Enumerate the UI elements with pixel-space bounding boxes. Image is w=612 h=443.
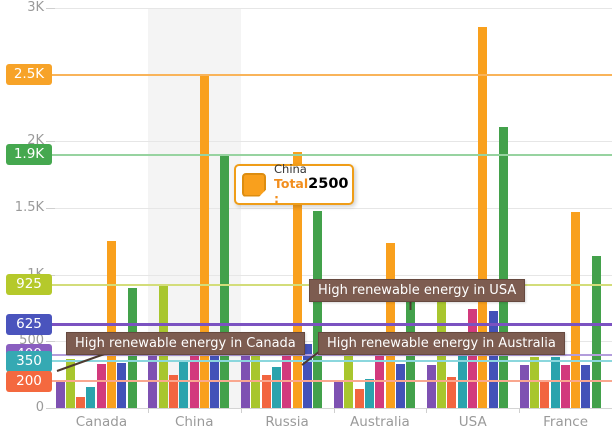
y-axis-label: 1.5K — [14, 200, 44, 215]
bar-canada-purple[interactable] — [55, 380, 65, 408]
bar-russia-orange-red[interactable] — [261, 374, 271, 408]
bar-usa-purple[interactable] — [426, 365, 436, 408]
bar-usa-orange[interactable] — [478, 26, 488, 408]
bar-australia-magenta[interactable] — [375, 349, 385, 408]
bar-australia-teal[interactable] — [364, 379, 374, 408]
bar-china-magenta[interactable] — [189, 345, 199, 408]
y-gridline — [55, 208, 612, 209]
bar-australia-yellow-green[interactable] — [344, 346, 354, 408]
bar-russia-magenta[interactable] — [282, 342, 292, 408]
bar-russia-green[interactable] — [313, 210, 323, 408]
bar-france-orange[interactable] — [571, 212, 581, 408]
y-gridline — [55, 141, 612, 143]
bar-china-green[interactable] — [220, 156, 230, 408]
y-axis-tick — [46, 408, 55, 409]
bar-russia-orange[interactable] — [292, 152, 302, 408]
bar-australia-purple[interactable] — [334, 380, 343, 408]
bar-france-yellow-green[interactable] — [529, 357, 539, 408]
bar-china-blue[interactable] — [210, 341, 220, 408]
x-label-australia: Australia — [350, 414, 410, 430]
x-label-usa: USA — [458, 414, 487, 430]
bar-france-purple[interactable] — [519, 365, 529, 408]
series-swatch-icon — [242, 172, 266, 197]
bar-china-teal[interactable] — [179, 360, 189, 408]
y-badge-350: 350 — [6, 350, 52, 372]
bar-canada-magenta[interactable] — [96, 364, 106, 408]
bar-canada-teal[interactable] — [86, 387, 96, 408]
reference-line-1.9K — [52, 153, 612, 156]
bar-russia-yellow-green[interactable] — [251, 350, 261, 408]
y-badge-200: 200 — [6, 370, 52, 392]
reference-line-625 — [52, 323, 612, 327]
annotation-box-0: High renewable energy in Canada — [66, 332, 305, 355]
x-label-france: France — [543, 414, 589, 430]
bar-russia-purple[interactable] — [241, 345, 251, 408]
y-gridline — [55, 8, 612, 9]
x-axis-tick — [333, 408, 335, 413]
x-axis-tick — [147, 408, 149, 413]
y-axis-tick — [46, 208, 55, 209]
x-label-china: China — [174, 414, 214, 430]
bar-usa-orange-red[interactable] — [447, 376, 457, 408]
reference-line-2.5K — [52, 73, 612, 76]
y-axis-tick — [46, 8, 55, 9]
bar-russia-blue[interactable] — [302, 344, 312, 408]
y-badge-2.5K: 2.5K — [6, 64, 52, 86]
bar-canada-blue[interactable] — [117, 362, 127, 408]
reference-line-350 — [52, 360, 612, 363]
annotation-box-1: High renewable energy in USA — [309, 279, 526, 302]
y-axis-label: 0 — [35, 400, 44, 415]
bar-france-green[interactable] — [591, 256, 601, 408]
x-axis-tick — [519, 408, 521, 413]
bar-france-orange-red[interactable] — [540, 380, 550, 408]
tooltip: China Total : 2500 — [234, 162, 354, 206]
y-badge-625: 625 — [6, 314, 52, 336]
y-badge-1.9K: 1.9K — [6, 144, 52, 166]
y-badge-925: 925 — [6, 274, 52, 296]
bar-australia-orange-red[interactable] — [354, 389, 364, 408]
x-label-russia: Russia — [265, 414, 309, 430]
bar-canada-yellow-green[interactable] — [65, 358, 75, 408]
y-axis-tick — [46, 341, 55, 343]
bar-usa-magenta[interactable] — [468, 309, 478, 408]
x-label-canada: Canada — [75, 414, 128, 430]
y-axis-label: 3K — [27, 0, 44, 15]
tooltip-series-label: Total : — [274, 176, 309, 206]
reference-line-200 — [52, 380, 612, 383]
tooltip-value: 2500 — [308, 176, 349, 192]
bar-canada-orange-red[interactable] — [76, 396, 86, 408]
x-axis-tick — [426, 408, 428, 413]
bar-russia-teal[interactable] — [272, 366, 282, 408]
bar-china-purple[interactable] — [148, 348, 158, 408]
x-axis-tick — [240, 408, 242, 413]
bar-china-orange-red[interactable] — [168, 374, 178, 408]
bar-china-orange[interactable] — [199, 74, 209, 408]
annotation-box-2: High renewable energy in Australia — [318, 332, 565, 355]
bar-usa-green[interactable] — [498, 126, 508, 408]
bar-australia-blue[interactable] — [395, 364, 405, 408]
bar-usa-blue[interactable] — [488, 310, 498, 408]
y-gridline — [55, 274, 612, 276]
y-axis-tick — [46, 141, 55, 143]
bar-france-magenta[interactable] — [560, 365, 570, 408]
tooltip-category: China — [274, 162, 307, 176]
bar-france-blue[interactable] — [581, 365, 591, 408]
